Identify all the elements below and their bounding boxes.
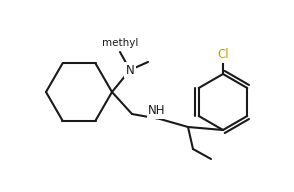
Text: methyl: methyl bbox=[102, 38, 138, 48]
Text: NH: NH bbox=[148, 104, 166, 118]
Text: Cl: Cl bbox=[217, 49, 229, 61]
Text: N: N bbox=[126, 64, 134, 76]
